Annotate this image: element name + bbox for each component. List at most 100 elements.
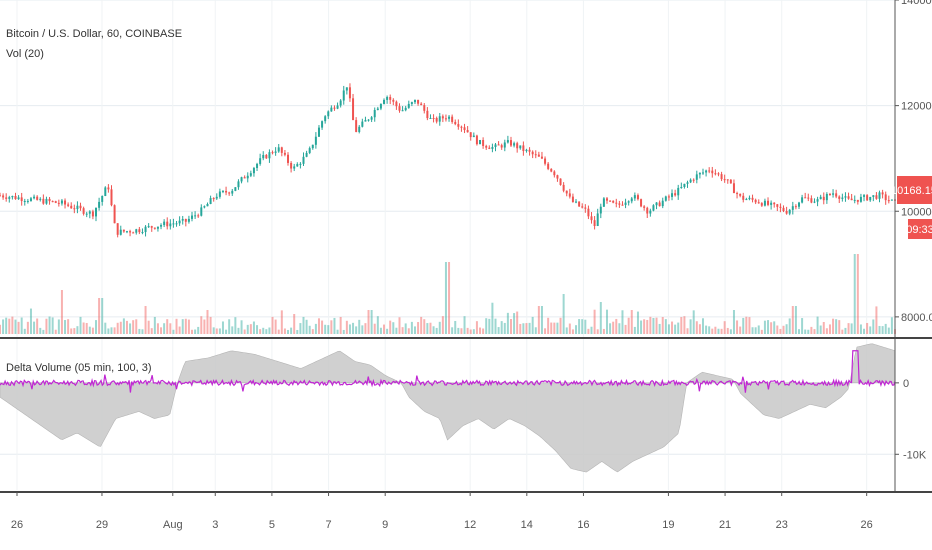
candle-body <box>339 100 342 106</box>
volume-bar <box>225 329 228 334</box>
volume-bar <box>568 323 571 334</box>
candle-body <box>259 158 262 164</box>
volume-indicator-label[interactable]: Vol (20) <box>6 48 44 60</box>
volume-bar <box>389 320 392 334</box>
volume-bar <box>745 316 748 334</box>
candle-body <box>70 205 73 209</box>
candle-body <box>838 196 841 199</box>
candle-body <box>101 195 104 202</box>
candle-body <box>472 135 475 138</box>
symbol-title[interactable]: Bitcoin / U.S. Dollar, 60, COINBASE <box>6 28 183 40</box>
price-badges: 10168.15 09:33 <box>891 176 932 239</box>
volume-bar <box>491 302 494 334</box>
volume-bar <box>209 316 212 334</box>
candle-body <box>42 198 45 204</box>
candle-body <box>593 220 596 227</box>
candle-body <box>844 196 847 198</box>
volume-bar <box>550 322 553 334</box>
candle-body <box>163 221 166 226</box>
volume-bar <box>404 323 407 334</box>
volume-bar <box>609 323 612 334</box>
volume-bar <box>506 312 509 334</box>
candle-body <box>348 87 351 99</box>
volume-bar <box>791 306 794 334</box>
candle-body <box>26 200 29 202</box>
volume-bar <box>782 325 785 334</box>
candle-body <box>76 205 79 210</box>
volume-bars <box>0 254 896 334</box>
candle-body <box>54 201 57 203</box>
volume-bar <box>20 317 23 334</box>
time-tick-label: 16 <box>577 519 589 531</box>
candle-body <box>488 147 491 149</box>
candle-body <box>51 201 54 203</box>
volume-bar <box>853 254 856 334</box>
volume-bar <box>575 325 578 334</box>
candle-body <box>265 154 268 159</box>
volume-bar <box>475 321 478 334</box>
candle-body <box>683 183 686 187</box>
candle-body <box>8 197 11 199</box>
candle-body <box>491 146 494 149</box>
candle-body <box>599 206 602 214</box>
volume-bar <box>169 323 172 334</box>
candle-body <box>853 199 856 201</box>
volume-bar <box>234 317 237 334</box>
candle-body <box>305 152 308 157</box>
volume-bar <box>540 306 543 334</box>
candle-body <box>14 195 17 200</box>
volume-bar <box>698 324 701 334</box>
candle-body <box>417 99 420 104</box>
volume-bar <box>271 316 274 334</box>
price-candles <box>0 83 896 238</box>
volume-bar <box>593 309 596 334</box>
volume-bar <box>333 317 336 334</box>
volume-bar <box>636 311 639 334</box>
candle-body <box>215 196 218 199</box>
candle-body <box>45 198 48 204</box>
candle-body <box>661 200 664 207</box>
volume-bar <box>107 328 110 334</box>
volume-bar <box>39 327 42 334</box>
candle-body <box>884 194 887 201</box>
delta-volume-indicator-label[interactable]: Delta Volume (05 min, 100, 3) <box>6 362 152 374</box>
time-tick-label: 21 <box>719 519 731 531</box>
volume-bar <box>280 310 283 334</box>
candle-body <box>116 223 119 235</box>
time-axis-ticks: 26 29 Aug 3 5 7 9 12 14 16 19 21 23 26 <box>11 492 873 531</box>
volume-bar <box>658 323 661 334</box>
candle-body <box>847 196 850 199</box>
last-price-badge <box>897 176 932 204</box>
volume-bar <box>547 317 550 334</box>
candle-body <box>352 98 355 121</box>
candle-body <box>302 156 305 164</box>
volume-bar <box>441 316 444 334</box>
candle-body <box>671 193 674 197</box>
candle-body <box>361 121 364 127</box>
volume-bar <box>479 327 482 334</box>
candle-body <box>345 87 348 91</box>
volume-bar <box>720 328 723 334</box>
candle-body <box>856 199 859 202</box>
candle-body <box>602 198 605 207</box>
candle-body <box>57 202 60 204</box>
candle-body <box>742 195 745 200</box>
volume-bar <box>596 329 599 334</box>
candle-body <box>420 103 423 106</box>
volume-bar <box>748 317 751 334</box>
candle-body <box>630 198 633 202</box>
volume-bar <box>311 329 314 334</box>
volume-bar <box>460 328 463 334</box>
volume-bar <box>757 325 760 334</box>
volume-bar <box>454 320 457 334</box>
countdown-label: 09:33 <box>906 224 932 236</box>
candle-body <box>435 118 438 122</box>
candle-body <box>237 181 240 188</box>
candle-body <box>680 186 683 188</box>
candle-body <box>138 229 141 233</box>
candle-body <box>249 173 252 176</box>
volume-bar <box>2 319 5 334</box>
candle-body <box>652 205 655 211</box>
volume-bar <box>859 324 862 334</box>
